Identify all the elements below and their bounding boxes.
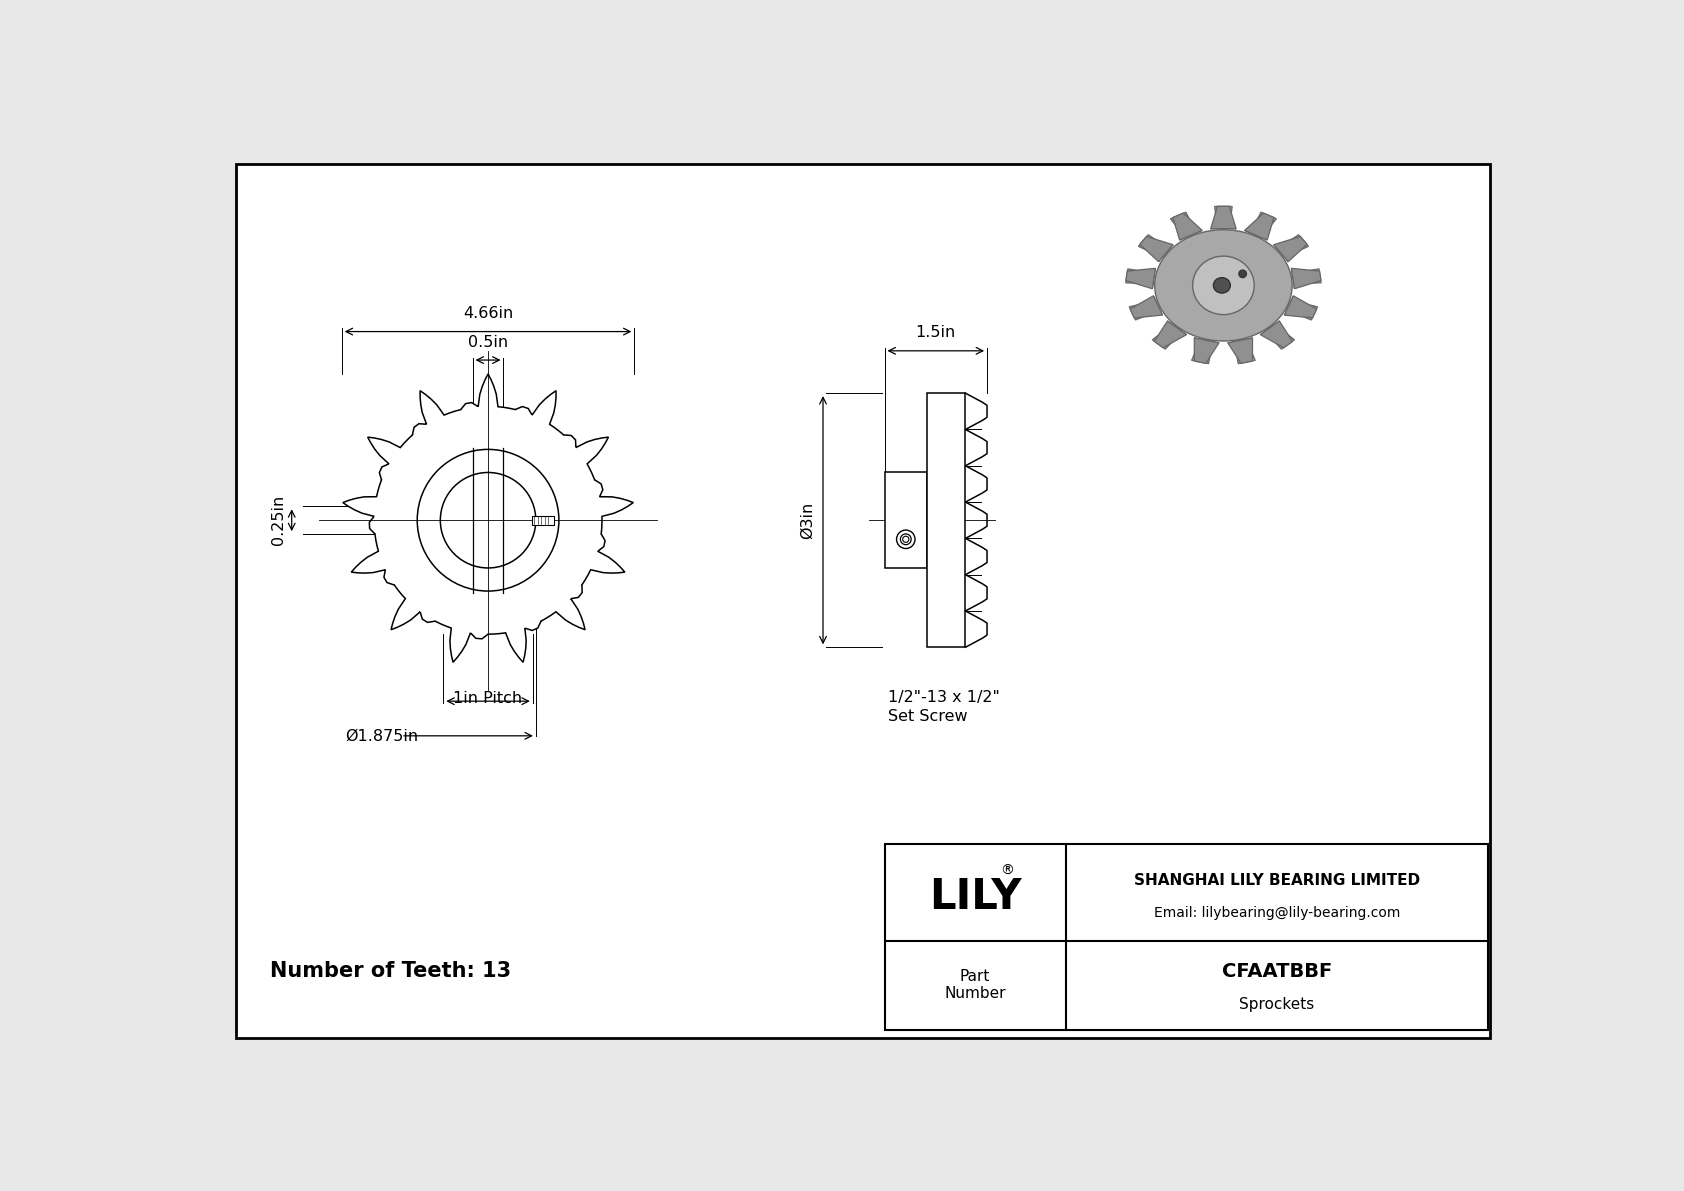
Text: LILY: LILY <box>930 875 1022 918</box>
Ellipse shape <box>1214 278 1231 293</box>
Polygon shape <box>1192 338 1219 363</box>
Polygon shape <box>1244 212 1276 241</box>
Polygon shape <box>1125 268 1155 288</box>
Polygon shape <box>1273 235 1308 262</box>
Circle shape <box>1239 270 1246 278</box>
Polygon shape <box>1285 295 1317 320</box>
Ellipse shape <box>1192 256 1255 314</box>
Polygon shape <box>1211 206 1236 229</box>
Polygon shape <box>1292 268 1322 288</box>
Polygon shape <box>1130 295 1162 318</box>
Text: Part
Number: Part Number <box>945 969 1005 1002</box>
Ellipse shape <box>1202 257 1271 313</box>
Text: Ø1.875in: Ø1.875in <box>345 729 419 743</box>
Text: 0.5in: 0.5in <box>468 335 509 350</box>
Polygon shape <box>1138 235 1174 262</box>
Polygon shape <box>1127 268 1155 288</box>
Text: 1/2"-13 x 1/2"
Set Screw: 1/2"-13 x 1/2" Set Screw <box>889 690 1000 724</box>
Polygon shape <box>344 374 633 662</box>
Polygon shape <box>1273 237 1307 262</box>
Polygon shape <box>1194 338 1219 363</box>
Text: Sprockets: Sprockets <box>1239 997 1315 1012</box>
Polygon shape <box>1140 237 1174 262</box>
Polygon shape <box>1285 295 1317 318</box>
Polygon shape <box>1292 268 1320 288</box>
Ellipse shape <box>1155 230 1292 341</box>
Polygon shape <box>1152 320 1187 349</box>
Text: Email: lilybearing@lily-bearing.com: Email: lilybearing@lily-bearing.com <box>1154 906 1399 921</box>
Polygon shape <box>1154 320 1187 348</box>
Polygon shape <box>1172 213 1202 241</box>
Polygon shape <box>1170 212 1202 241</box>
Polygon shape <box>1260 320 1293 348</box>
Text: 0.25in: 0.25in <box>271 495 286 545</box>
Text: Number of Teeth: 13: Number of Teeth: 13 <box>269 961 512 980</box>
Polygon shape <box>1228 338 1255 363</box>
Text: 4.66in: 4.66in <box>463 306 514 320</box>
Text: SHANGHAI LILY BEARING LIMITED: SHANGHAI LILY BEARING LIMITED <box>1133 873 1420 888</box>
Bar <box>532 516 554 525</box>
Text: 1.5in: 1.5in <box>916 325 957 341</box>
Text: CFAATBBF: CFAATBBF <box>1223 962 1332 981</box>
Polygon shape <box>1130 295 1162 320</box>
Polygon shape <box>1244 213 1275 241</box>
Text: Ø3in: Ø3in <box>800 501 815 538</box>
Text: ®: ® <box>1000 863 1014 878</box>
Polygon shape <box>1260 320 1295 349</box>
Polygon shape <box>1211 206 1236 229</box>
Bar <box>926 393 965 647</box>
Polygon shape <box>1228 338 1253 363</box>
Text: 1in Pitch: 1in Pitch <box>453 691 522 706</box>
Bar <box>884 472 926 568</box>
Bar <box>884 843 1489 1030</box>
